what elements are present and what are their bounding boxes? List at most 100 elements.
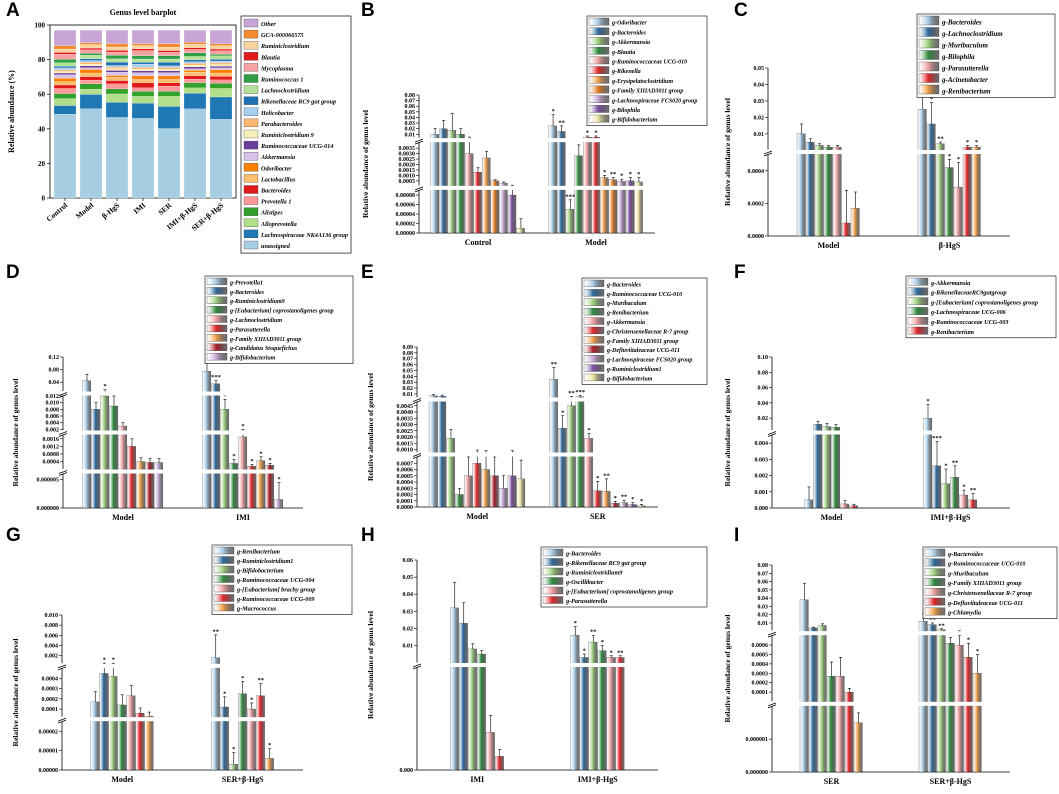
legend-label: g-[Eubacterium] brachy group: [236, 587, 315, 594]
bar-segment: [157, 55, 181, 60]
bar-segment: [79, 47, 103, 50]
bar-segment: [105, 88, 129, 95]
y-tick-label: 0.004: [755, 441, 769, 447]
y-tick-label: 0.08: [405, 93, 416, 99]
bar-segment: [131, 67, 155, 70]
bar: [579, 657, 589, 771]
axis-break: [767, 631, 777, 636]
legend-label: Ruminococcus 1: [260, 77, 303, 84]
legend-swatch: [243, 152, 259, 161]
bar: [256, 695, 265, 771]
significance-mark: *: [223, 690, 226, 697]
legend-label: g-[Eubacterium] coprostanoligenes group: [229, 309, 334, 315]
y-tick-label: 0.0004: [748, 169, 765, 175]
bar: [274, 499, 284, 509]
bar-segment: [209, 45, 233, 50]
legend-swatch: [924, 578, 946, 586]
bar: [499, 488, 508, 508]
bar-segment: [53, 105, 77, 115]
y-tick-label: 0.0004: [42, 677, 59, 683]
y-tick-label: 0.04: [403, 592, 414, 598]
y-tick-label: 40: [38, 125, 46, 133]
legend-label: g-Renibacterium: [941, 88, 991, 96]
bar: [144, 716, 154, 771]
y-axis-label: Relative abundance of genus level: [366, 611, 375, 719]
y-tick-label: 0.08: [403, 351, 414, 357]
bar: [459, 623, 468, 771]
legend-label: unassigned: [261, 243, 291, 250]
legend-swatch: [243, 240, 259, 250]
legend-swatch: [583, 298, 605, 306]
bar-segment: [131, 75, 155, 80]
chart-i: Relative abundance of genus level 0.00000…: [723, 546, 1058, 786]
legend-swatch: [243, 229, 259, 239]
bar: [211, 657, 220, 771]
significance-mark: **: [568, 390, 575, 397]
significance-mark: **: [621, 494, 628, 501]
y-tick-label: 0.0001: [752, 690, 769, 696]
y-tick-label: 0.0001: [42, 707, 59, 713]
bar-segment: [183, 42, 207, 45]
panel-g: G Relative abundance of genus level 0.000…: [0, 525, 355, 789]
legend-label: Alloprevotella: [260, 221, 297, 228]
bar-segment: [209, 72, 233, 77]
significance-mark: ***: [575, 389, 585, 396]
bar-segment: [183, 59, 207, 62]
y-tick-label: 0.002: [46, 427, 60, 433]
bar-segment: [157, 72, 181, 77]
legend-label: g-Muribaculum: [947, 570, 989, 577]
bar: [971, 146, 981, 237]
bar: [109, 405, 119, 509]
bar-segment: [53, 52, 77, 55]
bar-segment: [157, 96, 181, 107]
x-tick-label: IMI+β-HgS: [578, 775, 618, 784]
bar-segment: [53, 78, 77, 82]
x-tick-label: IMI: [236, 513, 250, 522]
y-tick-label: 0.06: [403, 363, 414, 369]
bar-segment: [105, 93, 129, 103]
y-tick-label: 0.006: [46, 414, 60, 420]
bar: [583, 136, 592, 234]
axis-break: [412, 400, 422, 404]
bar: [597, 650, 607, 771]
bar: [154, 462, 164, 509]
bar-break-gap: [89, 717, 155, 722]
legend-swatch: [583, 326, 605, 335]
legend-label: g-Akkermansia: [611, 40, 650, 46]
significance-mark: *: [587, 427, 590, 434]
y-tick-label: 0.001: [755, 490, 769, 496]
y-tick-label: 0.000005: [37, 478, 60, 484]
bar-segment: [79, 60, 103, 63]
bar: [804, 499, 814, 509]
significance-mark: *: [103, 657, 106, 664]
significance-mark: *: [631, 496, 634, 503]
bar: [935, 143, 945, 237]
bar: [468, 648, 477, 771]
bar-segment: [183, 108, 207, 199]
bar: [584, 438, 593, 508]
bar: [82, 380, 92, 509]
bar-segment: [53, 48, 77, 53]
bar-break-gap: [428, 452, 527, 457]
y-tick-label: 0.008: [45, 623, 59, 629]
axis-break: [57, 717, 67, 722]
bar: [575, 396, 585, 508]
axis-break: [414, 186, 424, 191]
bar: [99, 673, 109, 771]
legend-swatch: [583, 336, 605, 344]
legend-label: g-Ruminococcaceae UCG-010: [947, 561, 1026, 568]
y-tick-label: 0.03: [758, 604, 769, 610]
bar: [600, 177, 609, 234]
legend-swatch: [907, 317, 929, 325]
bar-segment: [53, 81, 77, 86]
bar-segment: [183, 44, 207, 48]
y-tick-label: 80: [38, 56, 46, 64]
y-tick-label: 0.0030: [397, 423, 414, 429]
legend-swatch: [206, 277, 228, 286]
bar-break-gap: [210, 663, 276, 668]
y-tick-label: 0.012: [46, 394, 60, 400]
y-tick-label: 0.09: [403, 345, 414, 351]
bar: [450, 607, 459, 771]
bar-segment: [53, 84, 77, 89]
legend-swatch: [243, 41, 259, 50]
